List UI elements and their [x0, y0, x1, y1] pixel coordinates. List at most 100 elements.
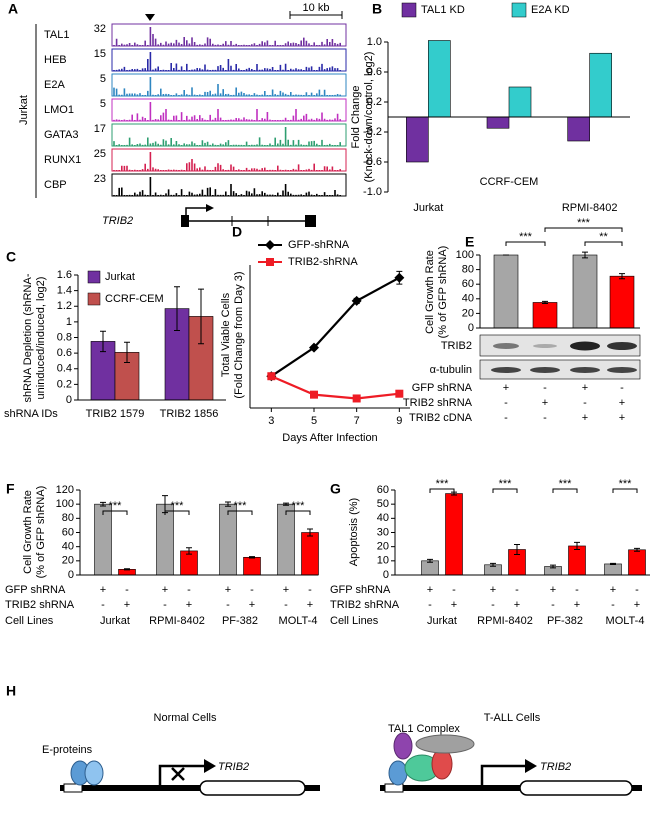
bar — [428, 40, 451, 118]
condition-sign: - — [308, 584, 312, 596]
x-axis-label: Cell Lines — [330, 615, 379, 627]
sig-bracket — [102, 510, 128, 515]
error-bar — [514, 544, 520, 555]
condition-sign: + — [283, 584, 289, 596]
y-tick-label: 20 — [377, 541, 389, 553]
x-tick-label: TRIB2 1856 — [160, 408, 219, 420]
condition-sign: + — [225, 584, 231, 596]
signal — [113, 177, 341, 196]
scale-bar — [289, 11, 343, 19]
x-tick-label: MOLT-4 — [606, 615, 645, 627]
legend-label: GFP-shRNA — [288, 239, 350, 251]
track-box — [111, 98, 347, 122]
condition-sign: - — [543, 382, 547, 394]
row-label: GFP shRNA — [330, 584, 391, 596]
condition-sign: + — [307, 599, 313, 611]
sig-bracket — [505, 241, 546, 246]
gene-name: TRIB2 — [102, 215, 133, 227]
error-bar — [307, 528, 313, 537]
bar — [604, 563, 622, 576]
y-axis-label: Cell Growth Rate — [424, 250, 436, 334]
track-name: GATA3 — [44, 129, 78, 141]
sig-label: *** — [109, 500, 123, 512]
sig-label: *** — [577, 217, 591, 229]
error-bar — [100, 330, 106, 353]
y-axis-label: (Knock-down/control, log2) — [363, 52, 375, 183]
y-tick-label: 0 — [68, 569, 74, 581]
y-tick-label: 40 — [462, 293, 474, 305]
condition-sign: + — [186, 599, 192, 611]
panel-label: E — [465, 234, 474, 250]
condition-sign: + — [582, 412, 588, 424]
row-label: TRIB2 shRNA — [5, 599, 75, 611]
sig-label: *** — [436, 478, 450, 490]
error-bar — [542, 300, 548, 305]
legend-label: E2A KD — [531, 4, 570, 16]
line — [270, 375, 400, 400]
condition-sign: - — [611, 599, 615, 611]
x-tick-label: MOLT-4 — [279, 615, 318, 627]
legend-label: TRIB2-shRNA — [288, 256, 358, 268]
marker — [309, 342, 319, 353]
y-tick-label: 20 — [62, 555, 74, 567]
sig-bracket — [227, 510, 253, 515]
condition-sign: - — [125, 584, 129, 596]
error-bar — [124, 568, 130, 571]
error-bar — [174, 286, 180, 331]
track-name: HEB — [44, 54, 67, 66]
x-tick-label: RPMI-8402 — [562, 202, 618, 214]
y-tick-label: -0.2 — [363, 126, 382, 138]
sig-bracket — [285, 510, 311, 515]
signal — [113, 77, 341, 96]
error-bar — [283, 502, 289, 506]
x-tick-label: 3 — [268, 415, 274, 427]
marker-triangle — [145, 14, 155, 21]
signal — [113, 152, 341, 171]
factor-label: E-proteins — [42, 744, 93, 756]
condition-sign: - — [428, 599, 432, 611]
western-blot — [479, 334, 641, 380]
legend-label: TAL1 KD — [421, 4, 465, 16]
sig-label: *** — [519, 231, 533, 243]
track-box — [111, 23, 347, 47]
y-axis-label: (% of GFP shRNA) — [35, 486, 47, 579]
x-tick-label: Jurkat — [100, 615, 130, 627]
bar — [572, 254, 598, 329]
y-tick-label: -0.6 — [363, 156, 382, 168]
y-axis-label: (% of GFP shRNA) — [437, 246, 449, 339]
condition-sign: + — [100, 584, 106, 596]
sig-bracket — [492, 488, 518, 493]
panel-label: F — [6, 481, 15, 497]
y-tick-label: -1.0 — [363, 186, 382, 198]
legend-label: CCRF-CEM — [105, 293, 164, 305]
condition-sign: - — [635, 584, 639, 596]
condition-sign: + — [162, 584, 168, 596]
condition-sign: + — [634, 599, 640, 611]
error-bar — [582, 251, 588, 259]
track-name: LMO1 — [44, 104, 74, 116]
x-tick-label: Jurkat — [413, 202, 443, 214]
y-tick-label: 1.2 — [57, 300, 72, 312]
tall-locus — [380, 732, 642, 796]
x-axis-label: Days After Infection — [282, 432, 377, 444]
condition-sign: - — [187, 584, 191, 596]
track-box — [111, 148, 347, 172]
panel-label: A — [8, 1, 18, 17]
bar — [568, 545, 586, 576]
y-tick-label: 40 — [62, 541, 74, 553]
sig-bracket — [164, 510, 190, 515]
condition-sign: + — [249, 599, 255, 611]
sig-label: *** — [499, 478, 513, 490]
gene-label: TRIB2 — [218, 761, 249, 773]
row-label: TRIB2 cDNA — [409, 412, 473, 424]
bar — [493, 254, 519, 329]
condition-sign: + — [427, 584, 433, 596]
condition-sign: - — [543, 412, 547, 424]
bar — [567, 116, 590, 142]
condition-sign: - — [620, 382, 624, 394]
factor-label: TAL1 Complex — [388, 723, 460, 735]
sig-label: *** — [171, 500, 185, 512]
error-bar — [427, 558, 433, 563]
bar — [609, 275, 635, 329]
gene-model — [181, 204, 316, 227]
